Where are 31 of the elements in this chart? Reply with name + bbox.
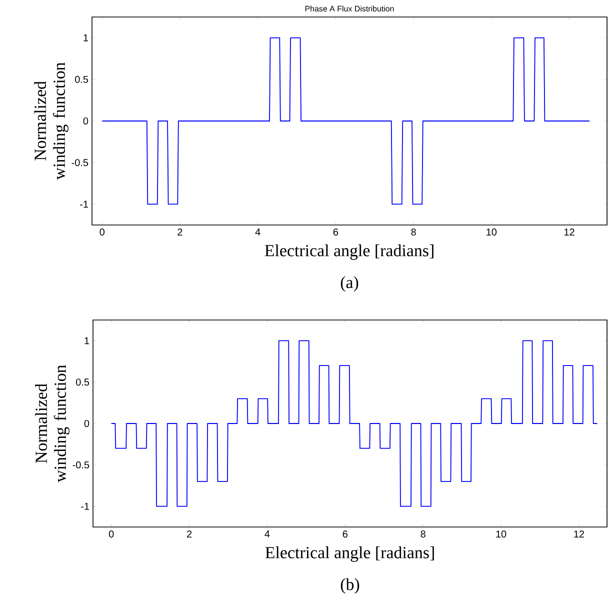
x-tick-label: 4 <box>264 530 270 538</box>
text: (b) <box>340 578 360 594</box>
y-tick-label: 0.5 <box>76 378 90 386</box>
x-tick-label: 8 <box>411 228 416 236</box>
x-tick-label: 0 <box>108 530 114 538</box>
y-tick-label: 1 <box>84 337 89 344</box>
text: (a) <box>340 276 358 292</box>
y-axis-title: Normalized winding function <box>34 62 68 180</box>
x-tick-label: 12 <box>564 228 574 236</box>
y-tick-label: -0.5 <box>72 159 88 166</box>
x-tick-label: 6 <box>342 530 348 538</box>
y-tick-label: 0 <box>83 117 88 125</box>
x-tick-label: 2 <box>178 228 182 236</box>
y-tick-label: -0.5 <box>72 461 90 468</box>
x-tick-label: 10 <box>486 228 497 236</box>
y-tick-label: 0.5 <box>75 76 88 83</box>
x-axis-title: Electrical angle [radians] <box>264 244 434 260</box>
x-tick-label: 2 <box>186 530 192 538</box>
x-tick-label: 12 <box>574 530 584 538</box>
x-axis-title: Electrical angle [radians] <box>265 546 434 562</box>
y-tick-label: 0 <box>84 420 90 428</box>
y-tick-label: -1 <box>80 200 88 208</box>
x-tick-label: 0 <box>100 228 105 236</box>
y-axis-title: Normalized winding function <box>35 364 70 482</box>
x-tick-label: 8 <box>420 530 426 538</box>
line-series <box>110 340 598 507</box>
x-tick-label: 4 <box>255 228 260 236</box>
y-tick-label: -1 <box>81 502 89 510</box>
y-tick-label: 1 <box>84 34 88 42</box>
x-tick-label: 6 <box>333 228 338 236</box>
x-tick-label: 10 <box>496 530 506 538</box>
